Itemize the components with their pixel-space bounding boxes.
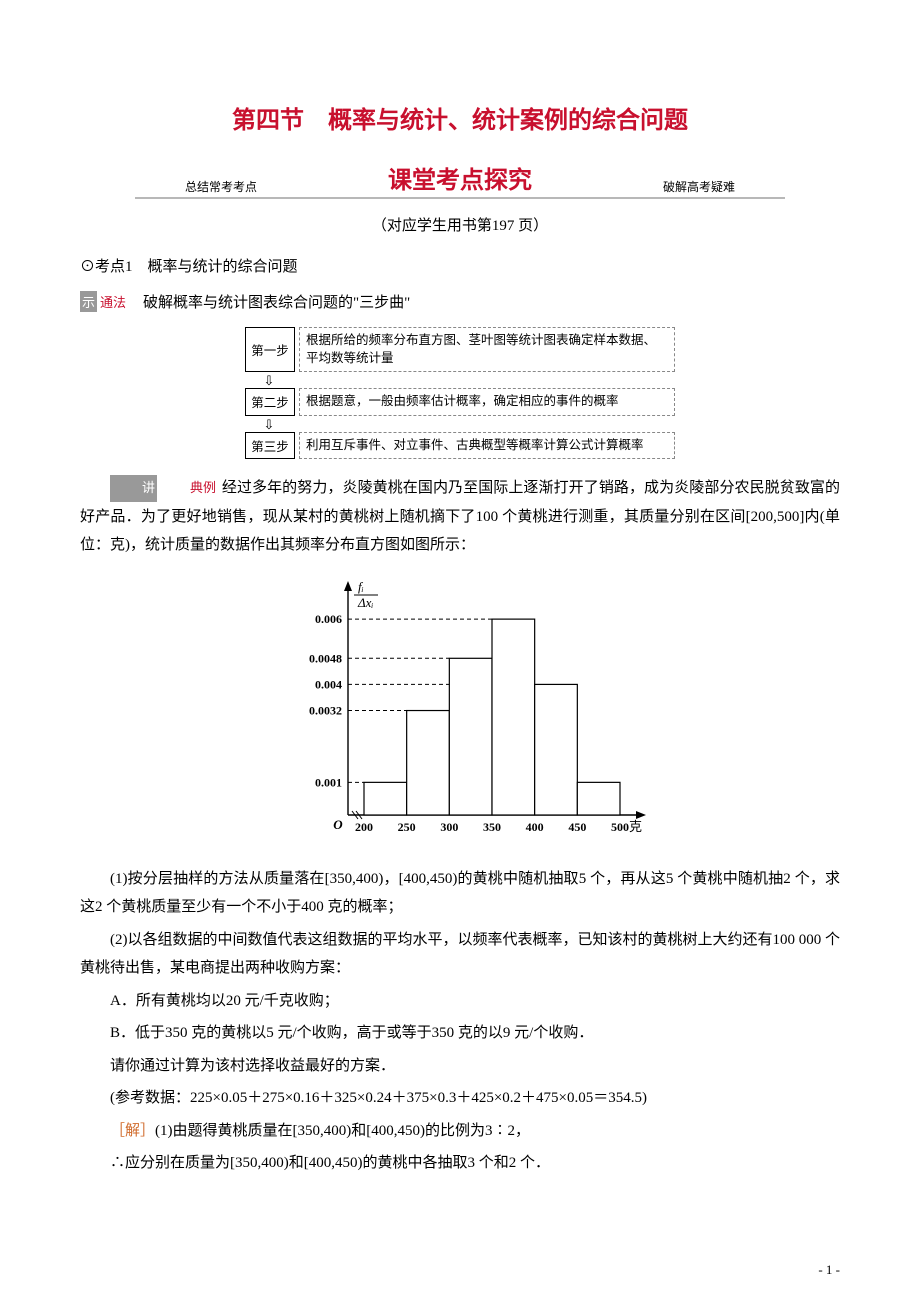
method-heading: 示通法 破解概率与统计图表综合问题的"三步曲" bbox=[80, 291, 840, 312]
solution-label: ［解］ bbox=[110, 1123, 155, 1139]
svg-text:0.001: 0.001 bbox=[315, 775, 342, 789]
svg-text:0.0048: 0.0048 bbox=[309, 651, 342, 665]
solution-line-2: ∴应分别在质量为[350,400)和[400,450)的黄桃中各抽取3 个和2 … bbox=[80, 1149, 840, 1178]
reference-data: (参考数据：225×0.05＋275×0.16＋325×0.24＋375×0.3… bbox=[80, 1084, 840, 1113]
step-row: 第一步 根据所给的频率分布直方图、茎叶图等统计图表确定样本数据、平均数等统计量 bbox=[245, 327, 675, 372]
option-b: B．低于350 克的黄桃以5 元/个收购，高于或等于350 克的以9 元/个收购… bbox=[80, 1019, 840, 1048]
step-arrow-icon: ⇩ bbox=[245, 418, 293, 431]
example-badge-gray: 讲 bbox=[110, 475, 157, 502]
svg-text:O: O bbox=[333, 817, 343, 832]
option-a: A．所有黄桃均以20 元/千克收购； bbox=[80, 987, 840, 1016]
svg-text:克: 克 bbox=[629, 819, 642, 834]
svg-text:500: 500 bbox=[611, 820, 629, 834]
banner-right-text: 破解高考疑难 bbox=[663, 178, 735, 195]
step-row: 第二步 根据题意，一般由频率估计概率，确定相应的事件的概率 bbox=[245, 388, 675, 416]
svg-text:200: 200 bbox=[355, 820, 373, 834]
step-row: 第三步 利用互斥事件、对立事件、古典概型等概率计算公式计算概率 bbox=[245, 432, 675, 460]
method-badge-gray: 示 bbox=[80, 291, 97, 312]
example-intro: 讲典例 经过多年的努力，炎陵黄桃在国内乃至国际上逐渐打开了销路，成为炎陵部分农民… bbox=[80, 474, 840, 560]
svg-text:400: 400 bbox=[526, 820, 544, 834]
step-2-desc: 根据题意，一般由频率估计概率，确定相应的事件的概率 bbox=[299, 388, 675, 416]
histogram-chart: fᵢΔxᵢ 0.001 0.0032 0.004 0.0048 0.006 200 250 30… bbox=[80, 575, 840, 850]
method-text: 破解概率与统计图表综合问题的"三步曲" bbox=[128, 295, 410, 311]
solution-line-1: ［解］(1)由题得黄桃质量在[350,400)和[400,450)的比例为3∶2… bbox=[80, 1117, 840, 1146]
question-2: (2)以各组数据的中间数值代表这组数据的平均水平，以频率代表概率，已知该村的黄桃… bbox=[80, 926, 840, 983]
svg-text:250: 250 bbox=[398, 820, 416, 834]
svg-text:450: 450 bbox=[568, 820, 586, 834]
steps-diagram: 第一步 根据所给的频率分布直方图、茎叶图等统计图表确定样本数据、平均数等统计量 … bbox=[245, 327, 675, 459]
step-3-desc: 利用互斥事件、对立事件、古典概型等概率计算公式计算概率 bbox=[299, 432, 675, 460]
banner: 总结常考考点 课堂考点探究 破解高考疑难 bbox=[135, 165, 785, 199]
solution-text-1: (1)由题得黄桃质量在[350,400)和[400,450)的比例为3∶2， bbox=[155, 1123, 530, 1139]
question-prompt: 请你通过计算为该村选择收益最好的方案． bbox=[80, 1052, 840, 1081]
svg-text:300: 300 bbox=[440, 820, 458, 834]
question-1: (1)按分层抽样的方法从质量落在[350,400)，[400,450)的黄桃中随… bbox=[80, 865, 840, 922]
svg-text:0.006: 0.006 bbox=[315, 612, 342, 626]
page-footer: - 1 - bbox=[0, 1242, 920, 1308]
example-badge-peach: 典例 bbox=[158, 475, 218, 502]
page-reference: （对应学生用书第197 页） bbox=[80, 214, 840, 235]
section-title: 第四节 概率与统计、统计案例的综合问题 bbox=[80, 100, 840, 135]
banner-left-text: 总结常考考点 bbox=[185, 178, 257, 195]
topic-label: ⊙考点1 概率与统计的综合问题 bbox=[80, 255, 840, 276]
svg-text:0.004: 0.004 bbox=[315, 677, 342, 691]
step-1-desc: 根据所给的频率分布直方图、茎叶图等统计图表确定样本数据、平均数等统计量 bbox=[299, 327, 675, 372]
svg-text:fᵢ: fᵢ bbox=[358, 579, 364, 594]
banner-center-text: 课堂考点探究 bbox=[388, 165, 532, 197]
svg-text:Δxᵢ: Δxᵢ bbox=[357, 595, 373, 610]
step-3-label: 第三步 bbox=[245, 432, 295, 460]
svg-text:350: 350 bbox=[483, 820, 501, 834]
step-1-label: 第一步 bbox=[245, 327, 295, 372]
step-arrow-icon: ⇩ bbox=[245, 374, 293, 387]
step-2-label: 第二步 bbox=[245, 388, 295, 416]
method-badge-peach: 通法 bbox=[98, 291, 128, 312]
svg-text:0.0032: 0.0032 bbox=[309, 703, 342, 717]
